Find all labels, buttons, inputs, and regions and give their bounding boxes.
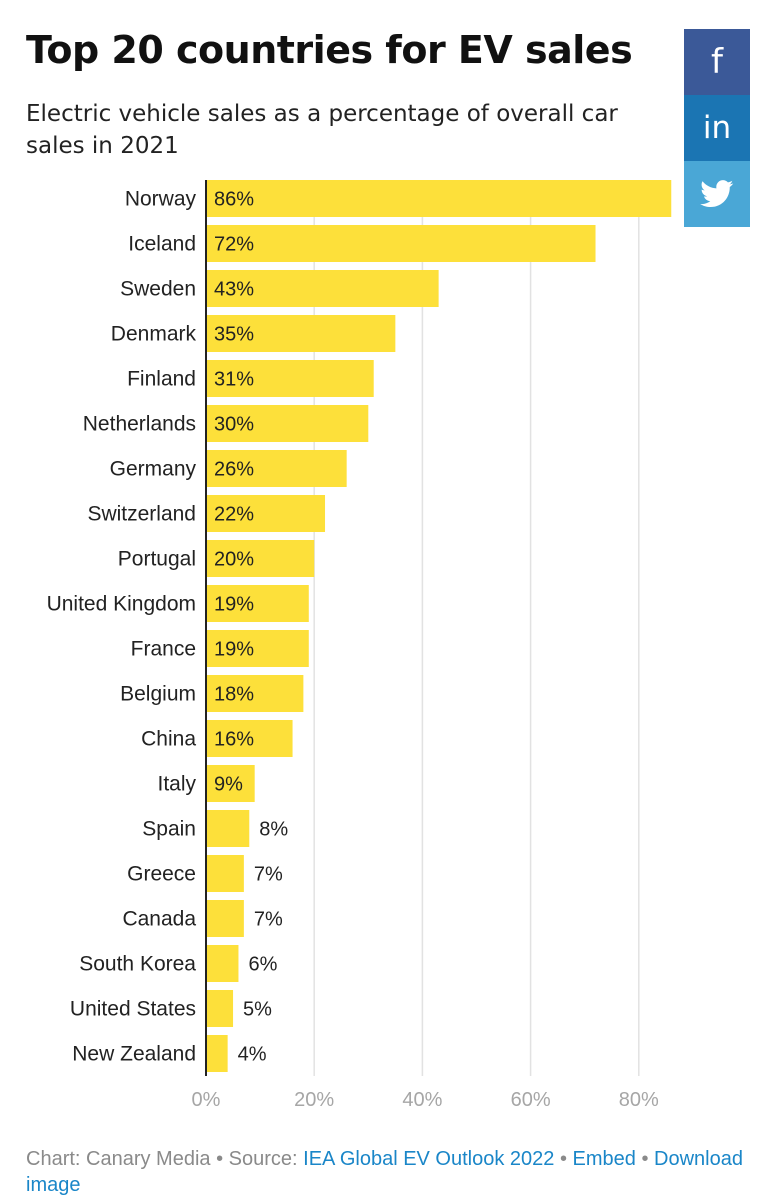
value-label: 26% — [214, 459, 254, 481]
value-label: 19% — [214, 639, 254, 661]
category-label: Sweden — [120, 278, 196, 301]
category-label: Iceland — [128, 233, 196, 256]
value-label: 8% — [259, 819, 288, 841]
source-link[interactable]: IEA Global EV Outlook 2022 — [303, 1148, 555, 1170]
bar — [206, 855, 244, 892]
value-label: 22% — [214, 504, 254, 526]
category-label: Greece — [127, 863, 196, 886]
x-tick-label: 80% — [619, 1089, 659, 1111]
category-label: France — [131, 638, 196, 661]
bar — [206, 720, 293, 757]
category-label: United States — [70, 998, 196, 1021]
category-label: Italy — [157, 773, 196, 796]
bar — [206, 225, 596, 262]
value-label: 9% — [214, 774, 243, 796]
chart-title: Top 20 countries for EV sales — [26, 28, 633, 72]
value-label: 31% — [214, 369, 254, 391]
category-label: Spain — [142, 818, 196, 841]
linkedin-share-button[interactable]: in — [684, 95, 750, 161]
bar — [206, 180, 672, 217]
value-label: 7% — [254, 864, 283, 886]
bar — [206, 405, 369, 442]
value-label: 6% — [248, 954, 277, 976]
value-label: 86% — [214, 189, 254, 211]
bar — [206, 585, 309, 622]
share-buttons: f in — [684, 29, 750, 227]
bar — [206, 765, 255, 802]
chart-subtitle: Electric vehicle sales as a percentage o… — [26, 101, 618, 159]
value-label: 35% — [214, 324, 254, 346]
value-label: 4% — [238, 1044, 267, 1066]
category-label: Finland — [127, 368, 196, 391]
bar — [206, 315, 396, 352]
linkedin-icon: in — [702, 110, 732, 146]
download-image-link[interactable]: Download image — [26, 1148, 743, 1196]
category-label: Canada — [122, 908, 196, 931]
facebook-share-button[interactable]: f — [684, 29, 750, 95]
value-label: 7% — [254, 909, 283, 931]
bar — [206, 810, 250, 847]
category-label: Denmark — [111, 323, 197, 346]
bar — [206, 675, 304, 712]
bar — [206, 1035, 228, 1072]
value-label: 43% — [214, 279, 254, 301]
twitter-icon — [700, 180, 734, 208]
category-label: Portugal — [118, 548, 196, 571]
value-label: 16% — [214, 729, 254, 751]
x-tick-label: 60% — [511, 1089, 551, 1111]
value-label: 72% — [214, 234, 254, 256]
bar — [206, 270, 439, 307]
category-label: New Zealand — [72, 1043, 196, 1066]
value-label: 5% — [243, 999, 272, 1021]
value-label: 19% — [214, 594, 254, 616]
bar-chart: Norway 86% Iceland 72% Sweden 43% Denmark 35% Fi… — [47, 180, 672, 1111]
bar — [206, 945, 239, 982]
chart-footer: Chart: Canary Media • Source: IEA Global… — [26, 1146, 756, 1198]
bar — [206, 495, 326, 532]
x-tick-label: 20% — [294, 1089, 334, 1111]
category-label: China — [141, 728, 196, 751]
bar — [206, 360, 374, 397]
source-prefix: Source: — [228, 1148, 304, 1170]
category-label: United Kingdom — [47, 593, 196, 616]
category-label: Germany — [110, 458, 197, 481]
value-label: 18% — [214, 684, 254, 706]
bar — [206, 990, 234, 1027]
category-label: Switzerland — [87, 503, 196, 526]
twitter-share-button[interactable] — [684, 161, 750, 227]
x-tick-label: 40% — [402, 1089, 442, 1111]
value-label: 30% — [214, 414, 254, 436]
value-label: 20% — [214, 549, 254, 571]
bar — [206, 450, 347, 487]
footer-separator: • — [210, 1148, 229, 1170]
embed-link[interactable]: Embed — [572, 1148, 636, 1170]
category-label: Norway — [125, 188, 197, 211]
category-label: Belgium — [120, 683, 196, 706]
chart-credit: Chart: Canary Media — [26, 1148, 211, 1170]
footer-separator: • — [554, 1148, 573, 1170]
footer-separator: • — [635, 1148, 655, 1170]
bar — [206, 630, 309, 667]
category-label: Netherlands — [83, 413, 196, 436]
bar — [206, 900, 244, 937]
facebook-icon: f — [711, 42, 723, 82]
category-label: South Korea — [79, 953, 196, 976]
x-tick-label: 0% — [192, 1089, 221, 1111]
bar — [206, 540, 315, 577]
